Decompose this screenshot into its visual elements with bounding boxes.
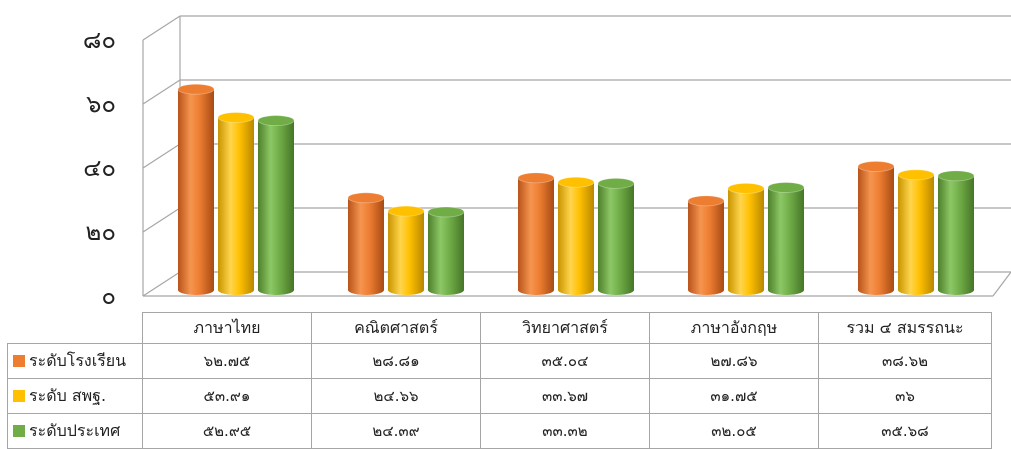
table-row: ระดับประเทศ ๕๒.๙๕ ๒๔.๓๙ ๓๓.๓๒ ๓๒.๐๕ ๓๕.๖๘ [7, 413, 992, 449]
gridline-depth [142, 207, 181, 233]
bar-top [387, 205, 425, 217]
bar-body [258, 120, 294, 295]
y-tick-label: ๐ [101, 282, 116, 310]
data-value: ๓๑.๗๕ [649, 378, 819, 414]
data-value: ๓๕.๐๔ [480, 343, 650, 379]
y-tick-label: ๔๐ [83, 154, 116, 182]
data-table: ภาษาไทย คณิตศาสตร์ วิทยาศาสตร์ ภาษาอังกฤษ รว… [7, 312, 992, 449]
series-name: ระดับโรงเรียน [29, 350, 127, 370]
bar-top [687, 195, 725, 207]
legend-entry: ระดับประเทศ [7, 413, 143, 449]
data-value: ๒๔.๖๖ [311, 378, 481, 414]
legend-entry: ระดับโรงเรียน [7, 343, 143, 379]
bar [937, 170, 975, 295]
bar [687, 195, 725, 295]
bar-body [558, 182, 594, 295]
bar-top [727, 182, 765, 194]
category-label: ภาษาไทย [142, 312, 312, 344]
bar-body [348, 197, 384, 295]
bar-body [598, 183, 634, 295]
bar-top [897, 169, 935, 181]
bar-top [257, 115, 295, 126]
bar-top [217, 112, 255, 123]
series-name: ระดับประเทศ [29, 420, 121, 440]
bar-body [518, 177, 554, 295]
bar [557, 176, 595, 295]
legend-swatch [13, 424, 25, 437]
legend-entry: ระดับ สพฐ. [7, 378, 143, 414]
bar-series [177, 83, 975, 295]
bar-body [728, 188, 764, 295]
y-tick-label: ๒๐ [86, 218, 116, 246]
bar-top [767, 182, 805, 193]
bar [897, 169, 935, 295]
y-axis-ticks: ๐ ๒๐ ๔๐ ๖๐ ๘๐ [83, 26, 116, 310]
bar [767, 182, 805, 295]
bar-body [898, 174, 934, 295]
legend-swatch [13, 354, 25, 367]
data-value: ๓๓.๓๒ [480, 413, 650, 449]
gridline-depth [142, 271, 181, 297]
bar-top [427, 206, 465, 218]
gridline-depth [142, 15, 181, 41]
bar-top [557, 176, 595, 188]
bar [257, 115, 295, 295]
bar-body [428, 211, 464, 295]
bar-body [688, 200, 724, 295]
data-value: ๖๒.๗๕ [142, 343, 312, 379]
y-tick-label: ๘๐ [83, 26, 116, 54]
bar [427, 206, 465, 295]
data-value: ๓๓.๖๗ [480, 378, 650, 414]
gridline-depth [142, 79, 181, 105]
floor-right-edge [992, 271, 1011, 297]
table-corner [7, 312, 143, 344]
bar-body [178, 89, 214, 295]
bar-top [857, 161, 895, 172]
bar-body [388, 211, 424, 295]
data-value: ๒๘.๘๑ [311, 343, 481, 379]
data-value: ๒๗.๘๖ [649, 343, 819, 379]
bar-body [938, 175, 974, 295]
bar-top [177, 83, 215, 95]
data-value: ๓๕.๖๘ [818, 413, 992, 449]
data-value: ๓๖ [818, 378, 992, 414]
bar [177, 83, 215, 295]
bar [517, 172, 555, 295]
bar [727, 182, 765, 295]
category-label: รวม ๔ สมรรถนะ [818, 312, 992, 344]
category-label: คณิตศาสตร์ [311, 312, 481, 344]
bar [387, 205, 425, 295]
data-value: ๕๒.๙๕ [142, 413, 312, 449]
bar-body [858, 166, 894, 295]
bar-body [768, 187, 804, 295]
table-row: ระดับโรงเรียน ๖๒.๗๕ ๒๘.๘๑ ๓๕.๐๔ ๒๗.๘๖ ๓๘.๖๒ [7, 343, 992, 379]
data-value: ๓๘.๖๒ [818, 343, 992, 379]
gridline-depth [142, 143, 181, 169]
bar-body [218, 117, 254, 295]
bar-top [347, 192, 385, 204]
bar-top [517, 172, 555, 184]
data-value: ๓๒.๐๕ [649, 413, 819, 449]
data-value: ๒๔.๓๙ [311, 413, 481, 449]
table-row: ระดับ สพฐ. ๕๓.๙๑ ๒๔.๖๖ ๓๓.๖๗ ๓๑.๗๕ ๓๖ [7, 378, 992, 414]
bar [597, 177, 635, 295]
bar [347, 192, 385, 295]
category-label: วิทยาศาสตร์ [480, 312, 650, 344]
bar-top [937, 170, 975, 182]
data-value: ๕๓.๙๑ [142, 378, 312, 414]
series-name: ระดับ สพฐ. [29, 385, 107, 405]
category-label: ภาษาอังกฤษ [649, 312, 819, 344]
bar [217, 112, 255, 295]
legend-swatch [13, 389, 25, 402]
bar [857, 161, 895, 295]
y-tick-label: ๖๐ [86, 90, 116, 118]
bar-top [597, 177, 635, 189]
